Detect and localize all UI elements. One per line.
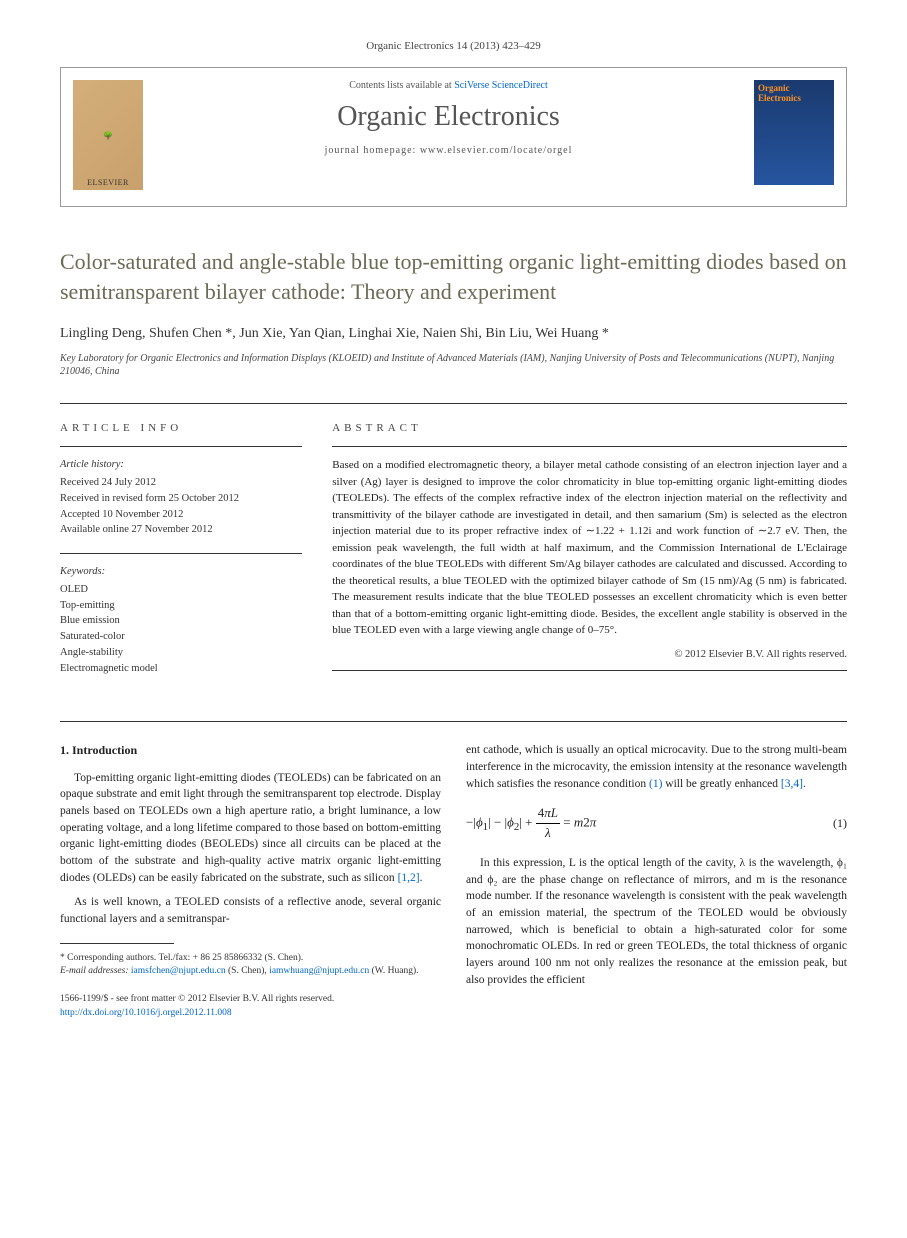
body-separator [60, 721, 847, 722]
intro-heading: 1. Introduction [60, 742, 441, 759]
abstract-copyright: © 2012 Elsevier B.V. All rights reserved… [332, 649, 847, 660]
journal-cover-title: Organic Electronics [758, 84, 830, 104]
history-heading: Article history: [60, 457, 302, 473]
keyword: Blue emission [60, 613, 302, 629]
footnote-separator [60, 943, 174, 944]
p1-text: Top-emitting organic light-emitting diod… [60, 772, 441, 884]
corresponding-author-note: * Corresponding authors. Tel./fax: + 86 … [60, 952, 441, 965]
intro-paragraph-3: ent cathode, which is usually an optical… [466, 742, 847, 792]
equation-body: −|ϕ1| − |ϕ2| + 4πLλ = m2π [466, 804, 596, 843]
header-citation: Organic Electronics 14 (2013) 423–429 [60, 40, 847, 52]
email-link-1[interactable]: iamsfchen@njupt.edu.cn [131, 966, 226, 976]
keyword: Saturated-color [60, 629, 302, 645]
article-info-label: ARTICLE INFO [60, 422, 302, 434]
keywords-block: Keywords: OLED Top-emitting Blue emissio… [60, 564, 302, 676]
ref-link-1-2[interactable]: [1,2] [398, 872, 420, 884]
history-item: Received in revised form 25 October 2012 [60, 491, 302, 507]
abstract-label: ABSTRACT [332, 422, 847, 434]
intro-paragraph-2: As is well known, a TEOLED consists of a… [60, 894, 441, 927]
contents-prefix: Contents lists available at [349, 80, 454, 91]
ref-link-3-4[interactable]: [3,4] [781, 778, 803, 790]
abstract-text: Based on a modified electromagnetic theo… [332, 457, 847, 639]
p1-end: . [420, 872, 423, 884]
email2-who: (W. Huang). [369, 966, 418, 976]
affiliation: Key Laboratory for Organic Electronics a… [60, 352, 847, 378]
authors-line: Lingling Deng, Shufen Chen *, Jun Xie, Y… [60, 326, 847, 342]
doi-link[interactable]: http://dx.doi.org/10.1016/j.orgel.2012.1… [60, 1008, 232, 1018]
equation-1: −|ϕ1| − |ϕ2| + 4πLλ = m2π (1) [466, 804, 847, 843]
front-matter-line: 1566-1199/$ - see front matter © 2012 El… [60, 993, 441, 1006]
ref-link-eq1[interactable]: (1) [649, 778, 662, 790]
sciencedirect-link[interactable]: SciVerse ScienceDirect [454, 80, 548, 91]
elsevier-tree-icon: 🌳 [103, 131, 113, 140]
email-label: E-mail addresses: [60, 966, 131, 976]
keyword: Electromagnetic model [60, 661, 302, 677]
email1-who: (S. Chen), [226, 966, 270, 976]
p3-mid: will be greatly enhanced [662, 778, 780, 790]
email-link-2[interactable]: iamwhuang@njupt.edu.cn [269, 966, 369, 976]
journal-header-box: 🌳 Organic Electronics Contents lists ava… [60, 67, 847, 207]
history-item: Accepted 10 November 2012 [60, 507, 302, 523]
body-columns: 1. Introduction Top-emitting organic lig… [60, 742, 847, 1020]
abstract-column: ABSTRACT Based on a modified electromagn… [332, 422, 847, 691]
email-line: E-mail addresses: iamsfchen@njupt.edu.cn… [60, 965, 441, 978]
info-abstract-row: ARTICLE INFO Article history: Received 2… [60, 403, 847, 691]
body-right-column: ent cathode, which is usually an optical… [466, 742, 847, 1020]
history-item: Received 24 July 2012 [60, 475, 302, 491]
article-info-column: ARTICLE INFO Article history: Received 2… [60, 422, 302, 691]
keyword: Angle-stability [60, 645, 302, 661]
homepage-prefix: journal homepage: [325, 145, 420, 156]
keyword: OLED [60, 582, 302, 598]
footnotes-block: * Corresponding authors. Tel./fax: + 86 … [60, 952, 441, 979]
intro-paragraph-1: Top-emitting organic light-emitting diod… [60, 770, 441, 887]
p3-end: . [803, 778, 806, 790]
homepage-line: journal homepage: www.elsevier.com/locat… [154, 145, 743, 156]
history-item: Available online 27 November 2012 [60, 522, 302, 538]
journal-cover-thumbnail: Organic Electronics [754, 80, 834, 185]
elsevier-logo: 🌳 [73, 80, 143, 190]
homepage-url[interactable]: www.elsevier.com/locate/orgel [420, 145, 573, 156]
journal-name: Organic Electronics [154, 101, 743, 133]
keyword: Top-emitting [60, 598, 302, 614]
contents-line: Contents lists available at SciVerse Sci… [154, 80, 743, 91]
article-title: Color-saturated and angle-stable blue to… [60, 247, 847, 306]
body-left-column: 1. Introduction Top-emitting organic lig… [60, 742, 441, 1020]
footer-block: 1566-1199/$ - see front matter © 2012 El… [60, 993, 441, 1020]
intro-paragraph-4: In this expression, L is the optical len… [466, 855, 847, 988]
equation-number: (1) [833, 815, 847, 832]
article-history-block: Article history: Received 24 July 2012 R… [60, 457, 302, 538]
keywords-heading: Keywords: [60, 564, 302, 580]
